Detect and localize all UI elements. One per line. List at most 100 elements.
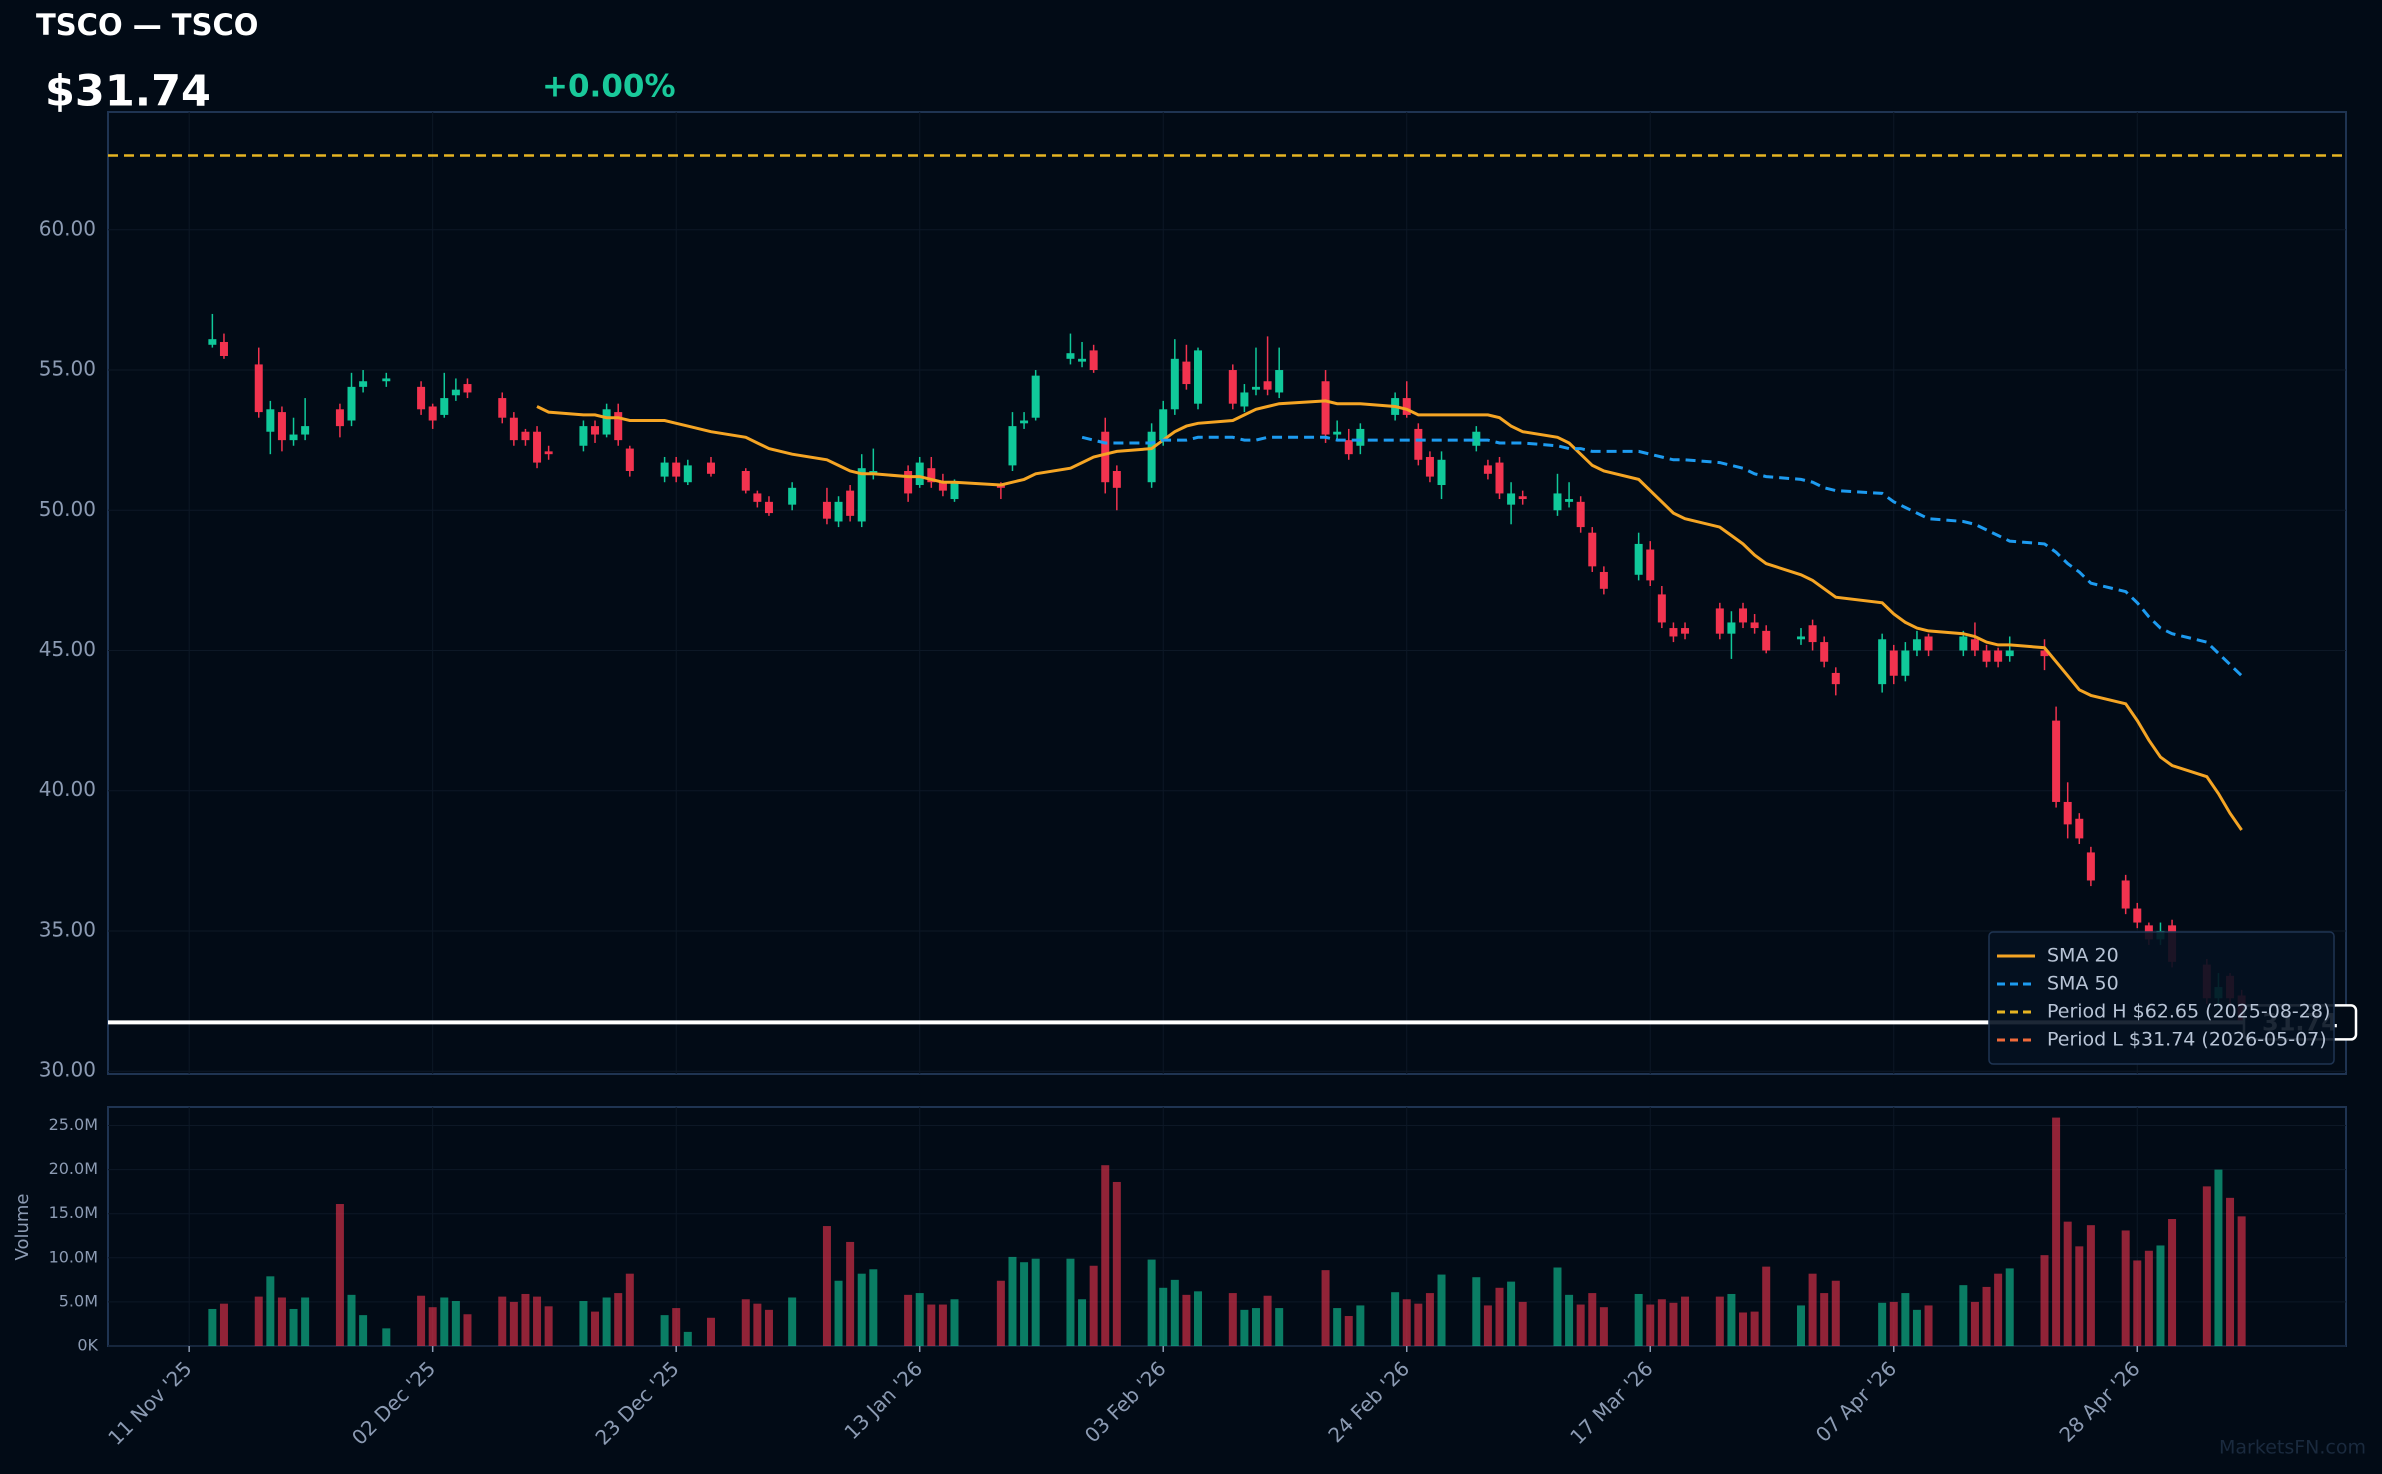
volume-bar xyxy=(1321,1270,1330,1346)
candle-body xyxy=(1240,392,1249,407)
candle-body xyxy=(382,378,391,382)
candle-body xyxy=(498,398,507,418)
candle-body xyxy=(2133,908,2142,923)
volume-bar xyxy=(1669,1302,1678,1346)
candle-body xyxy=(1078,358,1087,362)
candle-body xyxy=(2086,852,2095,881)
candle-body xyxy=(2121,880,2130,909)
volume-bar xyxy=(1356,1305,1365,1346)
volume-bar xyxy=(1588,1293,1597,1346)
volume-tick-label: 20.0M xyxy=(49,1159,98,1178)
volume-bar xyxy=(1796,1305,1805,1346)
candle-body xyxy=(1356,428,1365,446)
volume-bar xyxy=(417,1295,426,1346)
volume-bar xyxy=(219,1303,228,1346)
volume-bar xyxy=(602,1297,611,1346)
price: $31.74 xyxy=(45,67,211,117)
volume-bar xyxy=(1066,1258,1075,1346)
volume-bar xyxy=(509,1301,518,1346)
volume-bar xyxy=(1507,1281,1516,1346)
volume-bar xyxy=(440,1297,449,1346)
candle-body xyxy=(683,465,692,483)
candle-body xyxy=(417,386,426,410)
candle-body xyxy=(660,462,669,477)
volume-bar xyxy=(1912,1309,1921,1346)
candle-body xyxy=(1750,622,1759,629)
volume-bar xyxy=(915,1293,924,1346)
volume-bar xyxy=(1924,1305,1933,1346)
volume-bar xyxy=(927,1304,936,1346)
candle-body xyxy=(1739,608,1748,623)
y-tick-label: 45.00 xyxy=(39,637,96,661)
candle-body xyxy=(1727,622,1736,634)
candle-body xyxy=(706,462,715,474)
volume-bar xyxy=(1170,1279,1179,1346)
volume-bar xyxy=(904,1294,913,1346)
candle-body xyxy=(1437,459,1446,486)
volume-bar xyxy=(1182,1294,1191,1346)
candle-body xyxy=(822,501,831,519)
candle-body xyxy=(440,398,449,415)
candle-body xyxy=(1681,628,1690,634)
volume-bar xyxy=(1391,1292,1400,1346)
candle-body xyxy=(463,384,472,393)
candle-body xyxy=(904,470,913,494)
candle-body xyxy=(509,417,518,441)
volume-bar xyxy=(1970,1301,1979,1346)
candle-body xyxy=(219,341,228,357)
candle-body xyxy=(254,364,263,413)
candle-body xyxy=(1518,496,1527,500)
volume-bar xyxy=(2156,1245,2165,1346)
candle-body xyxy=(1263,381,1272,390)
y-tick-label: 50.00 xyxy=(39,497,96,521)
y-tick-label: 55.00 xyxy=(39,357,96,381)
candle-body xyxy=(1112,470,1121,488)
volume-bar xyxy=(2005,1268,2014,1346)
volume-bar xyxy=(521,1293,530,1346)
volume-bar xyxy=(254,1296,263,1346)
volume-bar xyxy=(938,1304,947,1346)
candle-body xyxy=(950,482,959,500)
sma-line xyxy=(536,399,2243,831)
candle-body xyxy=(1646,549,1655,581)
candle-body xyxy=(764,501,773,514)
candle-body xyxy=(266,409,275,432)
volume-bar xyxy=(544,1306,553,1346)
candle-body xyxy=(1414,428,1423,460)
candle-body xyxy=(1994,650,2003,662)
candle-body xyxy=(335,409,344,427)
volume-tick-label: 25.0M xyxy=(49,1115,98,1134)
candle-body xyxy=(1472,431,1481,446)
candle-body xyxy=(1008,426,1017,466)
volume-bar xyxy=(2226,1197,2235,1346)
volume-bar xyxy=(2168,1219,2177,1346)
candle-body xyxy=(347,386,356,421)
candle-body xyxy=(938,482,947,491)
candle-body xyxy=(1576,501,1585,528)
candle-body xyxy=(1170,358,1179,410)
candle-body xyxy=(1101,431,1110,483)
volume-tick-label: 15.0M xyxy=(49,1203,98,1222)
candle-body xyxy=(1159,409,1168,441)
candle-body xyxy=(277,412,286,441)
candle-body xyxy=(1553,493,1562,511)
candle-body xyxy=(2075,818,2084,839)
volume-tick-label: 10.0M xyxy=(49,1247,98,1266)
candle-body xyxy=(1321,381,1330,435)
candle-body xyxy=(1425,456,1434,477)
volume-bar xyxy=(788,1297,797,1346)
candle-body xyxy=(1228,370,1237,404)
volume-bar xyxy=(1750,1311,1759,1346)
volume-bar xyxy=(208,1308,217,1346)
volume-bar xyxy=(277,1297,286,1346)
volume-bar xyxy=(428,1307,437,1346)
candle-body xyxy=(1959,636,1968,651)
volume-bar xyxy=(2237,1216,2246,1346)
candle-body xyxy=(1147,431,1156,483)
volume-bar xyxy=(2086,1225,2095,1346)
volume-bar xyxy=(2040,1255,2049,1346)
volume-bar xyxy=(2052,1117,2061,1346)
volume-bar xyxy=(301,1297,310,1346)
volume-bar xyxy=(1437,1274,1446,1346)
